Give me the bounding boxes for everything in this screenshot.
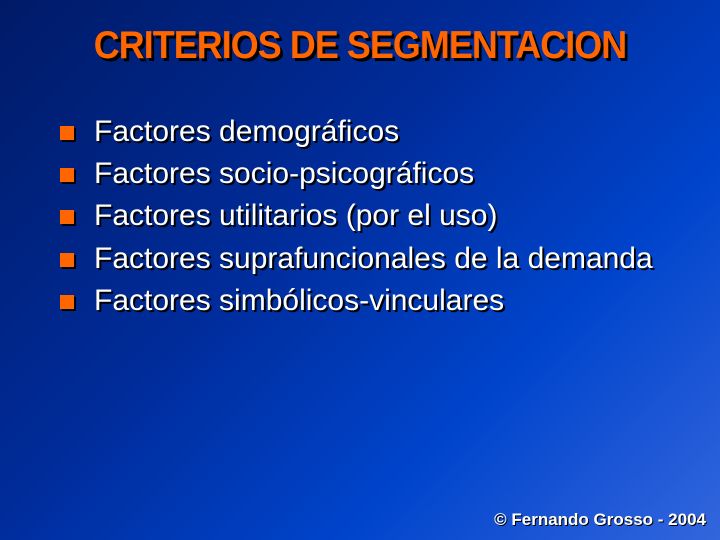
bullet-text: Factores simbólicos-vinculares bbox=[94, 284, 504, 317]
square-bullet-icon bbox=[60, 168, 74, 182]
list-item: Factores suprafuncionales de la demanda bbox=[60, 239, 672, 279]
bullet-text: Factores utilitarios (por el uso) bbox=[94, 199, 497, 232]
copyright-footer: © Fernando Grosso - 2004 bbox=[494, 510, 706, 530]
bullet-list: Factores demográficos Factores socio-psi… bbox=[48, 112, 672, 321]
square-bullet-icon bbox=[60, 253, 74, 267]
slide-title: CRITERIOS DE SEGMENTACION bbox=[73, 24, 647, 68]
square-bullet-icon bbox=[60, 210, 74, 224]
bullet-text: Factores socio-psicográficos bbox=[94, 157, 474, 190]
list-item: Factores utilitarios (por el uso) bbox=[60, 196, 672, 236]
square-bullet-icon bbox=[60, 126, 74, 140]
list-item: Factores demográficos bbox=[60, 112, 672, 152]
bullet-text: Factores suprafuncionales de la demanda bbox=[94, 242, 653, 275]
slide-container: CRITERIOS DE SEGMENTACION Factores demog… bbox=[0, 0, 720, 540]
square-bullet-icon bbox=[60, 295, 74, 309]
list-item: Factores simbólicos-vinculares bbox=[60, 281, 672, 321]
bullet-text: Factores demográficos bbox=[94, 115, 399, 148]
list-item: Factores socio-psicográficos bbox=[60, 154, 672, 194]
